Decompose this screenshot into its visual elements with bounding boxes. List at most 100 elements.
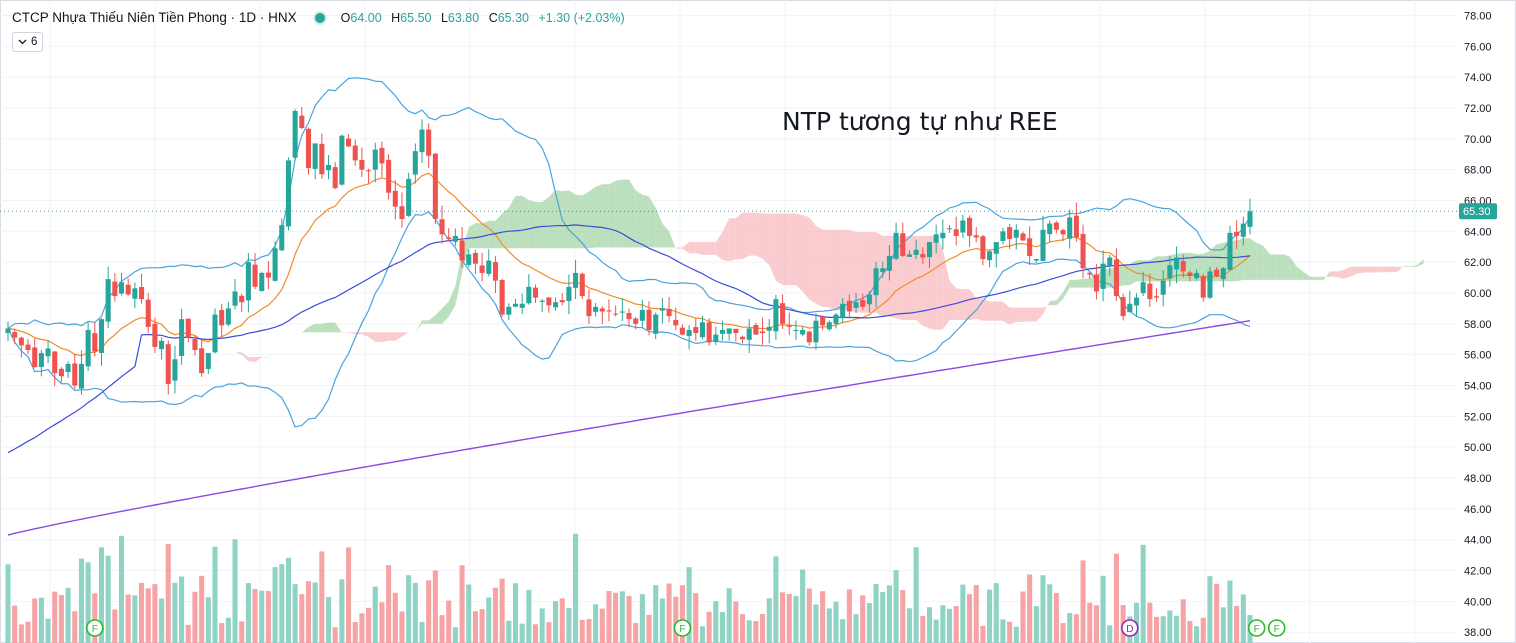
- cloud-segment: [1416, 259, 1424, 267]
- cloud-segment: [789, 213, 796, 286]
- candle-body: [579, 273, 585, 297]
- cloud-segment: [755, 212, 763, 259]
- volume-bar: [820, 591, 826, 643]
- volume-bar: [519, 623, 525, 643]
- candle-body: [760, 331, 766, 334]
- volume-bar: [172, 582, 178, 643]
- volume-bar: [539, 608, 545, 643]
- candle-body: [880, 268, 886, 272]
- candle-body: [1080, 233, 1086, 269]
- volume-bar: [265, 591, 271, 643]
- volume-bar: [840, 619, 846, 643]
- candle-body: [1234, 231, 1240, 236]
- cloud-segment: [989, 301, 997, 321]
- candle-body: [619, 311, 625, 313]
- volume-bar: [25, 621, 31, 643]
- candle-body: [432, 153, 438, 219]
- candle-body: [1060, 229, 1066, 235]
- cloud-segment: [822, 229, 830, 308]
- event-marker-circle[interactable]: [86, 619, 104, 637]
- indicators-toggle-button[interactable]: 6: [12, 32, 44, 52]
- cloud-segment: [956, 288, 963, 320]
- volume-bar: [272, 567, 278, 643]
- cloud-segment: [942, 249, 950, 330]
- volume-bar: [212, 546, 218, 643]
- candle-body: [279, 225, 285, 251]
- candle-body: [419, 129, 425, 153]
- volume-bar: [446, 600, 452, 643]
- volume-bar: [800, 569, 806, 643]
- volume-bar: [920, 615, 926, 643]
- volume-bar: [1020, 591, 1026, 643]
- event-marker-circle[interactable]: [673, 619, 692, 637]
- candle-body: [38, 353, 44, 368]
- volume-bar: [1060, 623, 1066, 643]
- volume-bar: [292, 584, 298, 643]
- event-marker-label: D: [1126, 624, 1133, 635]
- cloud-segment: [849, 229, 857, 313]
- cloud-segment: [622, 179, 629, 248]
- cloud-segment: [702, 242, 710, 255]
- candle-body: [446, 237, 452, 240]
- candle-body: [646, 309, 652, 330]
- volume-bar: [780, 592, 786, 643]
- cloud-segment: [815, 225, 823, 307]
- volume-bar: [285, 557, 291, 643]
- event-marker-label: F: [679, 624, 685, 635]
- volume-bar: [1007, 621, 1013, 643]
- event-marker-circle[interactable]: [1267, 619, 1286, 637]
- candle-body: [846, 300, 852, 312]
- volume-bar: [1047, 584, 1053, 643]
- volume-bar: [786, 593, 792, 643]
- volume-bar: [359, 613, 365, 643]
- volume-bar: [72, 611, 78, 643]
- candle-body: [726, 328, 732, 334]
- candle-body: [1067, 217, 1073, 239]
- volume-bar: [366, 607, 372, 643]
- candle-body: [205, 353, 211, 369]
- chevron-down-icon: [18, 39, 27, 45]
- candle-body: [285, 160, 291, 227]
- candle-body: [486, 260, 492, 274]
- cloud-segment: [522, 195, 529, 249]
- cloud-segment: [422, 320, 429, 324]
- candle-body: [172, 359, 178, 381]
- candle-body: [659, 308, 665, 311]
- cloud-segment: [468, 223, 476, 249]
- candle-body: [199, 348, 205, 374]
- candle-body: [806, 331, 812, 343]
- candle-body: [1247, 211, 1253, 227]
- volume-bar: [1067, 612, 1073, 643]
- cloud-segment: [475, 223, 483, 249]
- volume-bar: [432, 570, 438, 643]
- event-marker-circle[interactable]: [1247, 619, 1266, 637]
- candle-body: [833, 314, 839, 324]
- candle-body: [1240, 223, 1246, 237]
- volume-bar: [52, 591, 58, 643]
- volume-bar: [379, 602, 385, 643]
- volume-bar: [1040, 575, 1046, 643]
- event-marker-circle[interactable]: [1121, 619, 1139, 637]
- candle-body: [112, 281, 118, 297]
- cloud-segment: [562, 190, 569, 249]
- candle-body: [599, 308, 605, 312]
- volume-bar: [112, 609, 118, 643]
- volume-bar: [152, 584, 158, 643]
- candle-body: [920, 254, 926, 258]
- candle-body: [653, 314, 659, 334]
- volume-bar: [993, 583, 999, 643]
- cloud-segment: [1016, 307, 1023, 322]
- price-tick-label: 62.00: [1464, 257, 1492, 269]
- cloud-segment: [782, 213, 790, 286]
- last-price-badge: [1459, 203, 1497, 220]
- candle-body: [98, 319, 105, 353]
- cloud-segment: [962, 289, 970, 320]
- cloud-segment: [996, 301, 1003, 321]
- candle-body: [1107, 257, 1113, 267]
- cloud-segment: [655, 207, 663, 248]
- candle-body: [840, 303, 846, 319]
- volume-bar: [392, 592, 398, 643]
- cloud-segment: [1022, 307, 1030, 322]
- cloud-segment: [275, 332, 282, 353]
